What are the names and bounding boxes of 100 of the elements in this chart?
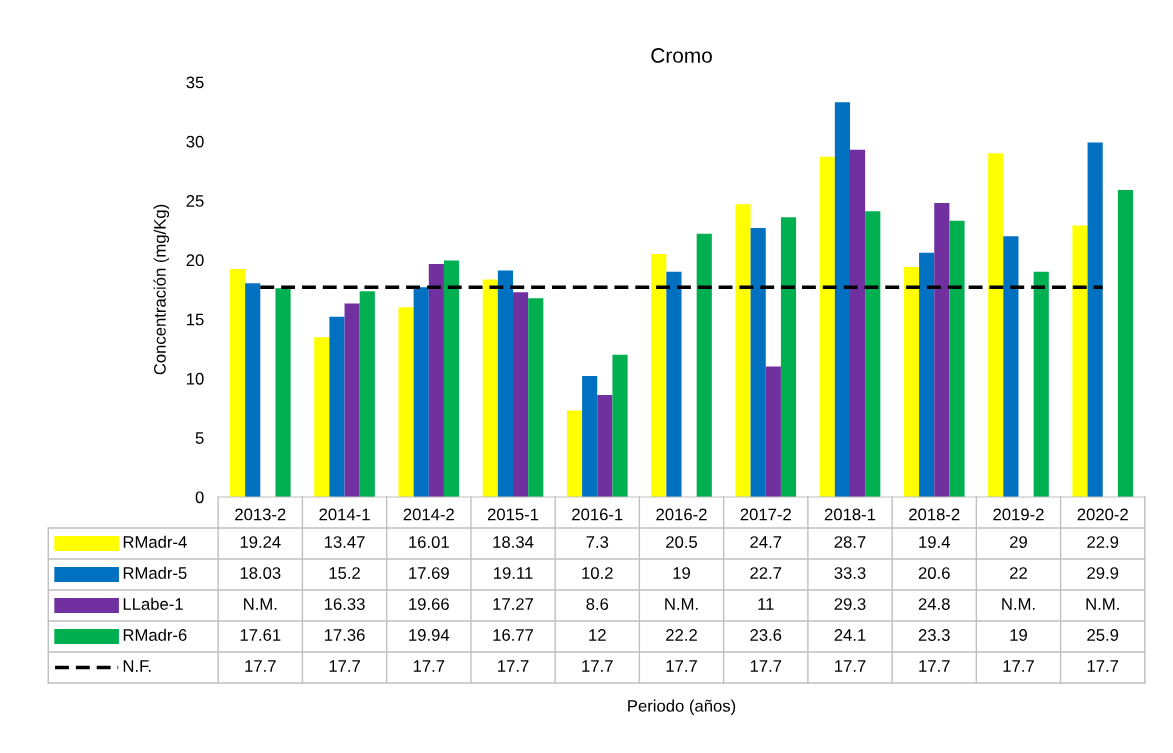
bar xyxy=(988,153,1004,497)
bar xyxy=(566,410,583,497)
data-label: 17.7 xyxy=(835,660,866,672)
data-label: 12 xyxy=(589,629,606,641)
bar xyxy=(850,149,866,497)
data-label: 7.3 xyxy=(586,536,609,548)
bar xyxy=(443,260,460,497)
data-label: 22.9 xyxy=(1087,536,1119,548)
bar xyxy=(903,267,920,497)
legend-label: RMadr-5 xyxy=(123,566,187,579)
x-tick-label: 2014-2 xyxy=(403,508,454,521)
bar xyxy=(1033,271,1049,497)
x-tick-label: 2018-2 xyxy=(909,508,960,521)
data-label: 15.2 xyxy=(329,567,360,579)
data-label: 19.94 xyxy=(409,629,450,641)
bar xyxy=(696,233,712,497)
bar xyxy=(834,102,850,497)
bar xyxy=(651,253,667,497)
data-label: 29.9 xyxy=(1087,567,1119,579)
data-label: 24.7 xyxy=(750,536,782,548)
y-axis-title: Concentración (mg/Kg) xyxy=(153,204,170,375)
data-label: 29.3 xyxy=(834,598,866,610)
bar xyxy=(344,303,360,497)
data-label: 17.7 xyxy=(666,660,697,672)
data-label: 17.69 xyxy=(409,567,449,579)
data-label: 19.11 xyxy=(494,567,533,579)
data-label: 17.7 xyxy=(750,660,782,672)
bar xyxy=(1072,225,1088,497)
y-tick-label: 10 xyxy=(187,372,204,385)
data-label: 18.03 xyxy=(240,567,281,579)
x-tick-label: 2015-1 xyxy=(487,508,539,521)
x-tick-label: 2017-2 xyxy=(740,508,791,521)
bar xyxy=(1117,189,1134,497)
data-label: 19.4 xyxy=(919,536,950,548)
bar xyxy=(597,395,613,497)
x-tick-label: 2016-2 xyxy=(656,508,707,521)
data-label: 16.77 xyxy=(493,629,534,641)
data-label: 8.6 xyxy=(586,598,609,610)
bar xyxy=(314,337,330,497)
text: N.M. xyxy=(1002,598,1035,610)
y-tick-label: 35 xyxy=(186,76,204,89)
x-tick-label: 2016-1 xyxy=(572,508,623,521)
bar xyxy=(428,263,444,497)
x-tick-label: 2020-2 xyxy=(1077,508,1128,521)
data-label: 28.7 xyxy=(834,536,866,548)
data-label: 23.3 xyxy=(918,629,950,641)
bar xyxy=(765,366,781,497)
bar xyxy=(582,376,598,497)
x-tick-label: 2019-2 xyxy=(993,508,1044,521)
data-label: 17.7 xyxy=(1087,660,1119,672)
data-label: 22.2 xyxy=(666,629,697,641)
data-label: 22 xyxy=(1010,567,1027,579)
data-label: 20.5 xyxy=(666,536,698,548)
data-label: 24.1 xyxy=(834,629,866,641)
data-label: 17.7 xyxy=(498,660,529,672)
x-tick-label: 2018-1 xyxy=(824,508,876,521)
data-label: 17.7 xyxy=(413,660,445,672)
bar xyxy=(229,268,246,497)
bar xyxy=(612,354,628,497)
data-label: 17.7 xyxy=(582,660,613,672)
data-label: 17.27 xyxy=(493,598,534,610)
data-label: 19 xyxy=(1010,629,1027,641)
data-label: 20.6 xyxy=(918,567,950,579)
legend-label: RMadr-6 xyxy=(123,628,187,641)
x-tick-label: 2014-1 xyxy=(319,508,370,521)
data-label: 19.66 xyxy=(409,598,449,610)
bar xyxy=(413,287,429,497)
data-label: 11 xyxy=(758,598,774,610)
bar xyxy=(482,279,498,497)
data-label: 33.3 xyxy=(834,567,866,579)
data-label: 13.47 xyxy=(324,536,365,548)
bar xyxy=(1087,142,1103,497)
bar xyxy=(865,211,881,497)
data-label: 17.7 xyxy=(1003,660,1034,672)
y-tick-label: 15 xyxy=(187,313,204,326)
bar xyxy=(750,227,766,497)
bar xyxy=(735,204,751,497)
data-label: 19 xyxy=(673,567,690,579)
bar xyxy=(780,217,797,497)
bar xyxy=(497,270,514,497)
bar xyxy=(666,271,682,497)
data-label: 17.61 xyxy=(240,629,281,641)
y-tick-label: 5 xyxy=(195,432,204,444)
bar xyxy=(275,288,291,497)
data-label: 17.7 xyxy=(245,660,276,672)
bar xyxy=(359,291,375,497)
data-label: 25.9 xyxy=(1087,629,1119,641)
chart-title: Cromo xyxy=(651,48,712,63)
text: Periodo (años) xyxy=(628,699,736,716)
bar xyxy=(398,307,414,497)
bar xyxy=(245,283,261,497)
data-label: 17.7 xyxy=(919,660,950,672)
y-tick-label: 25 xyxy=(186,195,204,207)
text: N.M. xyxy=(244,598,277,610)
data-label: 29 xyxy=(1010,536,1027,548)
x-tick-label: 2013-2 xyxy=(235,508,286,521)
data-label: 17.7 xyxy=(329,660,360,672)
bar xyxy=(513,292,529,497)
bar xyxy=(949,220,965,497)
data-label: 17.36 xyxy=(324,629,365,641)
